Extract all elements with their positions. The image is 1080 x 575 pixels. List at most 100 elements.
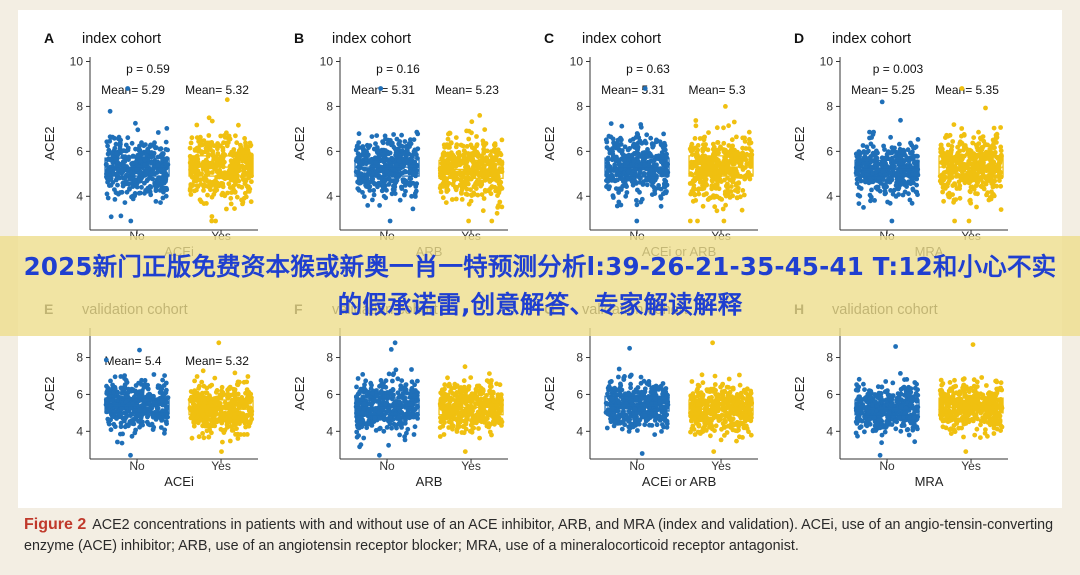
data-point [951, 122, 957, 127]
data-point [888, 188, 893, 193]
data-point [162, 185, 168, 191]
data-point [384, 425, 390, 430]
data-point [862, 178, 868, 184]
data-point [893, 183, 899, 188]
data-point [107, 134, 113, 140]
data-point [193, 409, 199, 414]
data-point [466, 136, 472, 142]
points-yes [687, 104, 755, 224]
data-point [387, 176, 392, 182]
data-point [691, 191, 697, 197]
data-point [399, 143, 404, 149]
points-no [603, 86, 671, 224]
data-point [197, 177, 203, 183]
panel-letter: C [544, 30, 554, 46]
data-point [163, 139, 169, 145]
data-point [443, 179, 449, 185]
y-tick-label: 8 [326, 99, 333, 113]
data-point [633, 134, 639, 140]
data-point [385, 141, 391, 146]
x-axis-label: ACEi [164, 474, 194, 489]
data-point [372, 415, 378, 421]
data-point [951, 169, 957, 174]
data-point [365, 144, 371, 149]
data-point [747, 137, 752, 142]
data-point [230, 177, 236, 183]
data-point [990, 137, 996, 143]
data-point [373, 408, 378, 413]
data-point [464, 179, 470, 185]
data-point [142, 378, 148, 383]
data-point [137, 143, 142, 149]
data-point [370, 197, 375, 203]
data-point [711, 193, 716, 199]
data-point [872, 198, 877, 203]
data-point [105, 195, 111, 201]
data-point [731, 119, 737, 125]
data-point [444, 183, 450, 189]
data-point [162, 430, 167, 436]
data-point [397, 432, 402, 438]
outlier-point [219, 449, 224, 454]
data-point [381, 428, 387, 434]
data-point [721, 140, 727, 146]
data-point [700, 203, 706, 209]
data-point [622, 144, 628, 150]
y-axis-label: ACE2 [542, 127, 557, 161]
data-point [161, 151, 166, 157]
data-point [902, 189, 908, 195]
data-point [373, 141, 378, 147]
data-point [609, 148, 614, 154]
data-point [221, 151, 226, 157]
data-point [746, 146, 752, 151]
data-point [729, 137, 735, 143]
data-point [468, 187, 473, 193]
data-point [402, 139, 408, 144]
data-point [713, 169, 719, 175]
data-point [492, 141, 498, 147]
data-point [238, 142, 243, 148]
data-point [236, 183, 242, 189]
outlier-point [137, 347, 142, 353]
data-point [227, 136, 233, 142]
data-point [164, 421, 170, 427]
data-point [195, 391, 201, 397]
data-point [201, 182, 207, 188]
data-point [235, 436, 241, 441]
data-point [658, 159, 664, 165]
data-point [119, 440, 125, 446]
data-point [644, 132, 650, 138]
data-point [218, 133, 224, 139]
data-point [209, 170, 215, 175]
data-point [873, 161, 878, 167]
data-point [199, 142, 205, 148]
data-point [246, 184, 251, 190]
data-point [119, 167, 124, 173]
data-point [464, 192, 470, 198]
y-tick-label: 4 [576, 189, 583, 203]
data-point [394, 136, 400, 142]
data-point [196, 434, 202, 440]
data-point [947, 194, 952, 200]
data-point [973, 142, 979, 148]
data-point [152, 144, 157, 150]
data-point [967, 147, 973, 153]
data-point [664, 168, 669, 174]
data-point [641, 179, 646, 185]
data-point [232, 206, 237, 212]
data-point [461, 148, 467, 154]
data-point [202, 399, 208, 405]
data-point [404, 158, 410, 164]
data-point [152, 183, 158, 188]
data-point [228, 392, 234, 398]
panel-letter: B [294, 30, 304, 46]
data-point [218, 159, 224, 165]
data-point [371, 192, 377, 198]
data-point [410, 206, 416, 212]
data-point [200, 368, 206, 374]
data-point [943, 135, 948, 140]
data-point [373, 428, 379, 433]
data-point [200, 390, 205, 396]
data-point [142, 180, 147, 186]
data-point [231, 183, 236, 189]
